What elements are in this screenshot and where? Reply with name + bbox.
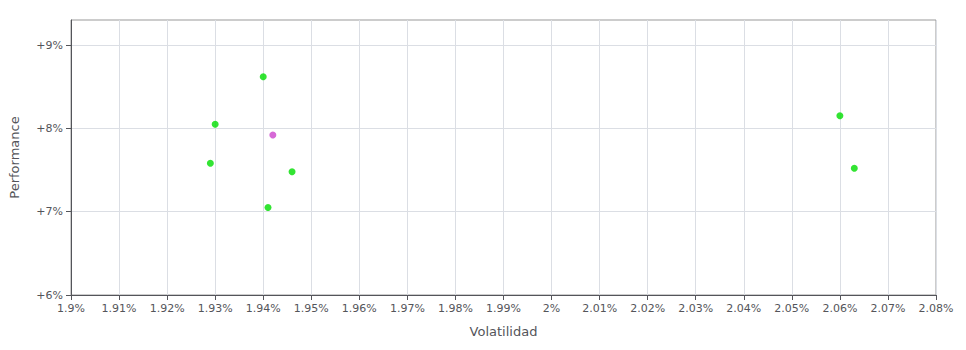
svg-text:+8%: +8% — [36, 122, 63, 135]
svg-text:1.91%: 1.91% — [102, 302, 137, 315]
svg-text:Volatilidad: Volatilidad — [470, 324, 538, 339]
svg-text:1.9%: 1.9% — [57, 302, 85, 315]
svg-text:2.06%: 2.06% — [822, 302, 857, 315]
svg-text:2.05%: 2.05% — [774, 302, 809, 315]
svg-text:1.95%: 1.95% — [294, 302, 329, 315]
svg-text:+9%: +9% — [36, 39, 63, 52]
svg-text:1.96%: 1.96% — [342, 302, 377, 315]
svg-text:1.99%: 1.99% — [486, 302, 521, 315]
svg-text:2.07%: 2.07% — [870, 302, 905, 315]
svg-text:1.98%: 1.98% — [438, 302, 473, 315]
svg-text:1.94%: 1.94% — [246, 302, 281, 315]
svg-text:+6%: +6% — [36, 289, 63, 302]
svg-text:2.08%: 2.08% — [919, 302, 954, 315]
svg-text:2.02%: 2.02% — [630, 302, 665, 315]
svg-text:1.92%: 1.92% — [150, 302, 185, 315]
svg-text:1.97%: 1.97% — [390, 302, 425, 315]
svg-text:2.04%: 2.04% — [726, 302, 761, 315]
svg-text:2%: 2% — [543, 302, 560, 315]
svg-text:2.01%: 2.01% — [582, 302, 617, 315]
svg-text:Performance: Performance — [7, 116, 22, 198]
svg-text:2.03%: 2.03% — [678, 302, 713, 315]
svg-text:1.93%: 1.93% — [198, 302, 233, 315]
svg-text:+7%: +7% — [36, 205, 63, 218]
